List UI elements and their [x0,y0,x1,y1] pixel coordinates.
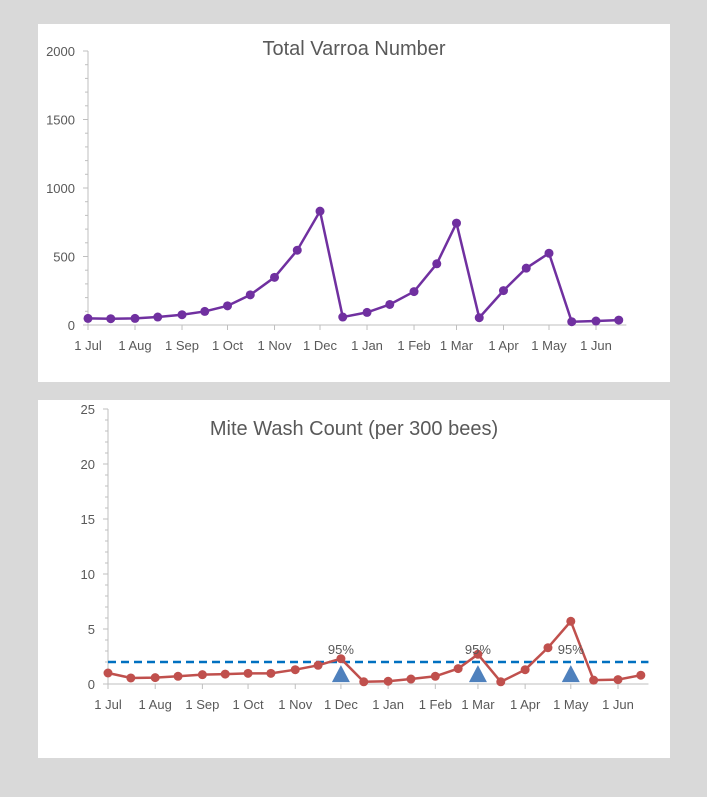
data-point [223,301,233,311]
data-point [220,669,230,679]
data-point [383,676,393,686]
data-point [153,312,163,322]
x-tick-label: 1 Jan [372,697,404,712]
series-line [87,207,619,323]
x-tick-label: 1 Dec [303,338,337,353]
data-point [520,665,530,675]
data-point [409,287,419,297]
data-point [130,313,140,323]
treatment-marker [561,665,580,683]
y-tick-label: 20 [81,457,95,472]
data-point [496,677,506,687]
chart-title: Mite Wash Count (per 300 bees) [210,418,498,440]
varroa-chart: Total Varroa Number 0 500 1000 1500 2000 1 Jul… [46,38,627,353]
y-tick-label: 500 [53,250,75,265]
x-tick-label: 1 Aug [139,697,172,712]
data-point [362,307,372,317]
data-point [636,670,646,680]
y-tick-label: 10 [81,567,95,582]
y-tick-label: 5 [88,622,95,637]
treatment-marker [331,665,350,683]
data-point [103,668,113,678]
data-point [430,671,440,681]
data-point [359,677,369,687]
data-point [292,245,302,255]
treatment-label: 95% [328,642,354,657]
data-point [432,259,442,269]
data-point [544,248,554,258]
data-point [315,206,325,216]
x-tick-label: 1 Oct [212,338,243,353]
data-point [473,649,483,659]
treatment-label: 95% [465,642,491,657]
data-point [543,643,553,653]
data-point [453,664,463,674]
data-point [338,312,348,322]
x-tick-label: 1 Dec [324,697,358,712]
x-tick-label: 1 Jul [94,697,122,712]
mite-wash-chart-panel: Mite Wash Count (per 300 bees) 0 5 10 15 20 25… [38,400,670,758]
x-tick-label: 1 May [553,697,589,712]
data-point [126,673,136,683]
data-point [313,660,323,670]
data-point [385,299,395,309]
data-point [567,317,577,327]
x-tick-label: 1 Jun [602,697,634,712]
y-tick-label: 25 [81,402,95,417]
x-tick-label: 1 Nov [278,697,312,712]
data-point [613,675,623,685]
x-tick-label: 1 Oct [233,697,264,712]
x-tick-label: 1 Apr [510,697,541,712]
data-point [270,272,280,282]
x-tick-label: 1 Apr [488,338,519,353]
data-point [498,286,508,296]
data-point [451,218,461,228]
data-point [245,290,255,300]
data-point [614,315,624,325]
x-tick-label: 1 Jun [580,338,612,353]
data-point [406,674,416,684]
data-point [83,313,93,323]
data-point [106,314,116,324]
chart-title: Total Varroa Number [262,38,445,60]
treatment-label: 95% [558,642,584,657]
data-point [290,665,300,675]
x-tick-label: 1 Feb [419,697,452,712]
data-point [474,313,484,323]
x-tick-label: 1 May [531,338,567,353]
y-tick-label: 0 [88,677,95,692]
data-point [521,263,531,273]
varroa-chart-panel: Total Varroa Number 0 500 1000 1500 2000 1 Jul… [38,24,670,382]
treatment-marker [468,665,487,683]
x-tick-label: 1 Sep [165,338,199,353]
data-point [177,310,187,320]
y-tick-label: 2000 [46,44,75,59]
x-tick-label: 1 Sep [185,697,219,712]
data-point [200,306,210,316]
data-point [266,668,276,678]
data-point [150,673,160,683]
y-tick-label: 1000 [46,181,75,196]
y-tick-label: 0 [68,318,75,333]
x-tick-label: 1 Feb [397,338,430,353]
x-tick-label: 1 Nov [258,338,292,353]
data-point [589,675,599,685]
x-tick-label: 1 Jul [74,338,102,353]
data-point [243,668,253,678]
data-point [336,654,346,664]
mite-wash-chart: Mite Wash Count (per 300 bees) 0 5 10 15 20 25… [81,402,649,712]
data-point [566,616,576,626]
data-point [591,316,601,326]
y-tick-label: 1500 [46,113,75,128]
x-tick-label: 1 Mar [461,697,495,712]
x-tick-label: 1 Jan [351,338,383,353]
x-tick-label: 1 Aug [118,338,151,353]
data-point [173,671,183,681]
x-tick-label: 1 Mar [440,338,474,353]
data-point [197,670,207,680]
y-tick-label: 15 [81,512,95,527]
